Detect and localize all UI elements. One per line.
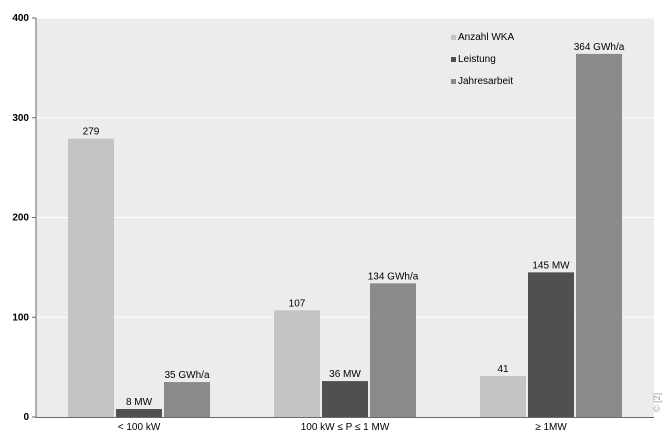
bar-leistung (116, 409, 162, 417)
bar-jahresarbeit (370, 283, 416, 417)
y-tick-label: 300 (12, 113, 29, 124)
x-category-label: 100 kW ≤ P ≤ 1 MW (301, 422, 390, 433)
legend: Anzahl WKA Leistung Jahresarbeit (451, 32, 514, 87)
legend-label: Jahresarbeit (458, 76, 513, 87)
bar-jahresarbeit (576, 53, 622, 417)
data-label: 41 (497, 364, 509, 375)
y-tick-label: 200 (12, 213, 29, 224)
data-label: 279 (83, 127, 100, 138)
y-tick-label: 0 (23, 412, 29, 423)
bar-jahresarbeit (164, 382, 210, 417)
y-tick-label: 400 (12, 13, 29, 24)
legend-swatch-leistung (451, 57, 456, 62)
data-label: 364 GWh/a (574, 42, 625, 53)
data-label: 145 MW (532, 260, 570, 271)
y-tick-label: 100 (12, 312, 29, 323)
y-axis-ticks: 0 100 200 300 400 (12, 13, 36, 423)
data-label: 107 (289, 298, 306, 309)
bar-anzahl-wka (274, 310, 320, 417)
bar-leistung (528, 272, 574, 417)
x-category-label: < 100 kW (118, 422, 161, 433)
data-label: 8 MW (126, 397, 153, 408)
legend-label: Leistung (458, 54, 496, 65)
data-labels: 279 8 MW 35 GWh/a 107 36 MW 134 GWh/a 41 145 MW… (83, 42, 625, 408)
data-label: 36 MW (329, 369, 361, 380)
data-label: 134 GWh/a (368, 271, 419, 282)
x-category-label: ≥ 1MW (535, 422, 567, 433)
bar-anzahl-wka (68, 138, 114, 417)
bar-anzahl-wka (480, 376, 526, 417)
legend-swatch-anzahl-wka (451, 35, 456, 40)
data-label: 35 GWh/a (164, 370, 209, 381)
bars (68, 53, 622, 417)
bar-leistung (322, 381, 368, 417)
category-labels: < 100 kW 100 kW ≤ P ≤ 1 MW ≥ 1MW (118, 422, 568, 433)
image-credit: © [2] (652, 393, 662, 412)
legend-label: Anzahl WKA (458, 32, 514, 43)
legend-swatch-jahresarbeit (451, 79, 456, 84)
